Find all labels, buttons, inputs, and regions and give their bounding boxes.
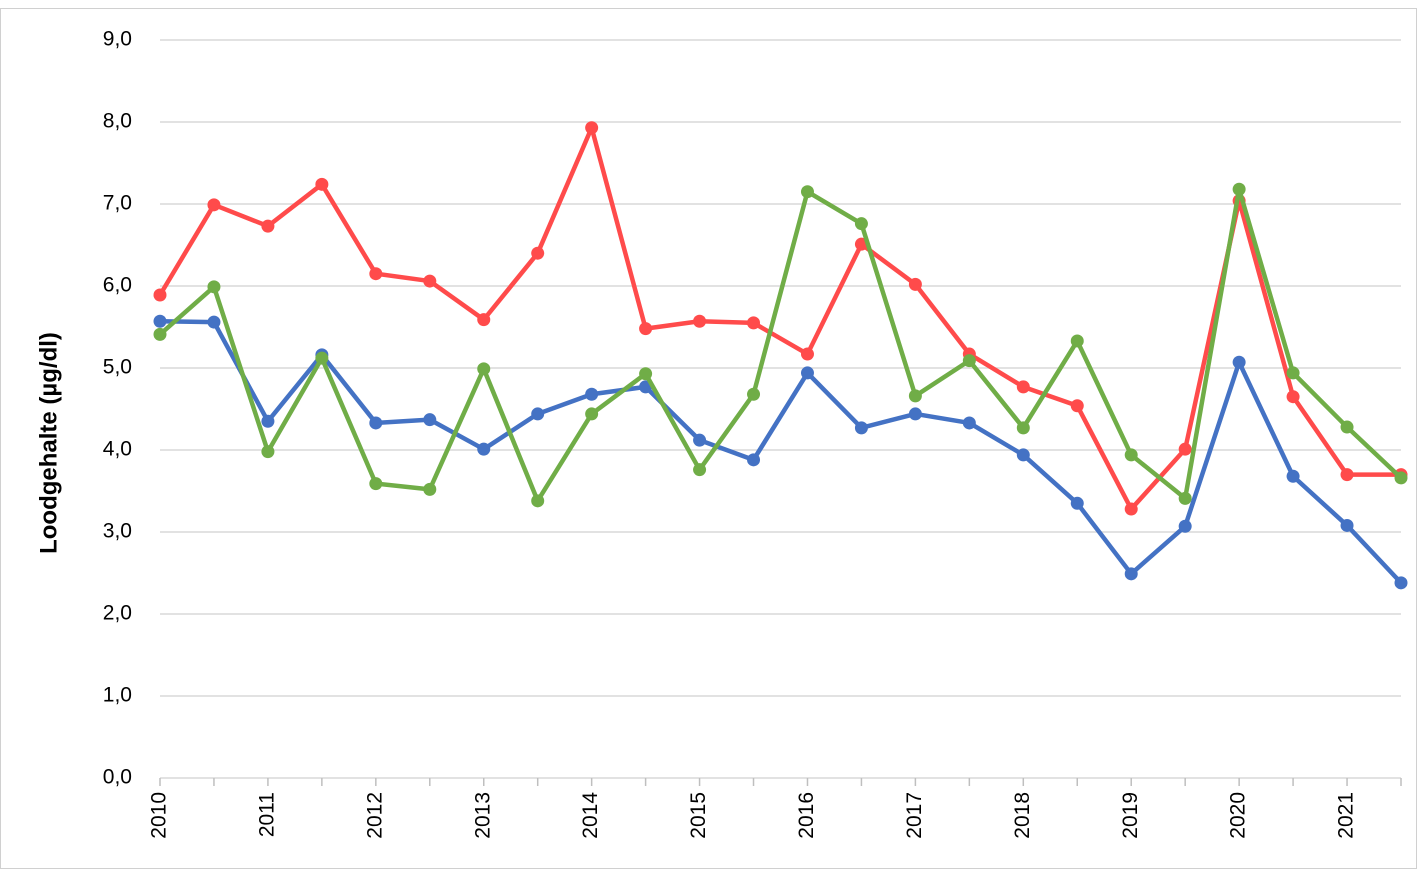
point [908,389,922,403]
point [1124,502,1138,516]
point [1286,390,1300,404]
point [1286,469,1300,483]
x-tick-label: 2011 [255,792,278,837]
point [854,421,868,435]
point [639,367,653,381]
x-tick-label: 2015 [687,792,710,839]
point [1070,496,1084,510]
point [1394,576,1408,590]
y-tick-label: 8,0 [103,110,132,133]
series-line [158,125,1401,512]
point [477,313,491,327]
point [747,387,761,401]
point [800,347,814,361]
y-tick-label: 2,0 [103,602,132,625]
point [908,407,922,421]
point [585,121,599,135]
point [531,407,545,421]
point [1016,448,1030,462]
point [1232,182,1246,196]
point [423,274,437,288]
point [153,288,167,302]
point [315,351,329,365]
point [369,416,383,430]
y-tick-label: 0,0 [103,766,132,789]
point [261,414,275,428]
point [423,482,437,496]
point [962,354,976,368]
point [207,315,221,329]
y-tick-label: 6,0 [103,274,132,297]
point [693,433,707,447]
point [800,366,814,380]
point [1016,421,1030,435]
y-tick-label: 7,0 [103,192,132,215]
point [1232,355,1246,369]
point [207,198,221,212]
point [747,453,761,467]
point [800,185,814,199]
x-tick-label: 2012 [363,792,386,839]
x-tick-label: 2020 [1227,792,1250,839]
point [531,246,545,260]
point [1124,567,1138,581]
y-tick-label: 9,0 [103,28,132,51]
point [1178,491,1192,505]
point [1178,519,1192,533]
x-tick-label: 2021 [1335,792,1358,839]
point [1178,442,1192,456]
point [1070,334,1084,348]
point [1340,518,1354,532]
point [315,177,329,191]
point [477,442,491,456]
point [585,407,599,421]
point [423,413,437,427]
point [962,416,976,430]
point [747,316,761,330]
point [153,327,167,341]
point [1340,468,1354,482]
chart-border [0,8,1417,869]
y-tick-label: 1,0 [103,684,132,707]
point [369,267,383,281]
point [369,477,383,491]
x-tick-label: 2010 [148,792,171,839]
point [854,217,868,231]
x-tick-label: 2013 [471,792,494,839]
series-line [158,186,1403,504]
point [207,280,221,294]
y-tick-label: 3,0 [103,520,132,543]
point [261,219,275,233]
x-tick-label: 2017 [903,792,926,839]
point [153,314,167,328]
x-tick-label: 2019 [1119,792,1142,839]
y-axis-title: Loodgehalte (µg/dl) [35,332,62,554]
point [1394,471,1408,485]
y-tick-label: 4,0 [103,438,132,461]
x-tick-label: 2014 [579,792,602,839]
point [1016,380,1030,394]
point [1340,420,1354,434]
point [531,494,545,508]
point [1070,399,1084,413]
series-line [159,319,1403,585]
point [639,322,653,336]
point [693,463,707,477]
x-tick-label: 2016 [795,792,818,839]
y-tick-label: 5,0 [103,356,132,379]
point [1124,448,1138,462]
point [477,362,491,376]
point [693,314,707,328]
point [261,445,275,459]
point [585,387,599,401]
x-tick-label: 2018 [1011,792,1034,839]
point [908,277,922,291]
point [1286,366,1300,380]
